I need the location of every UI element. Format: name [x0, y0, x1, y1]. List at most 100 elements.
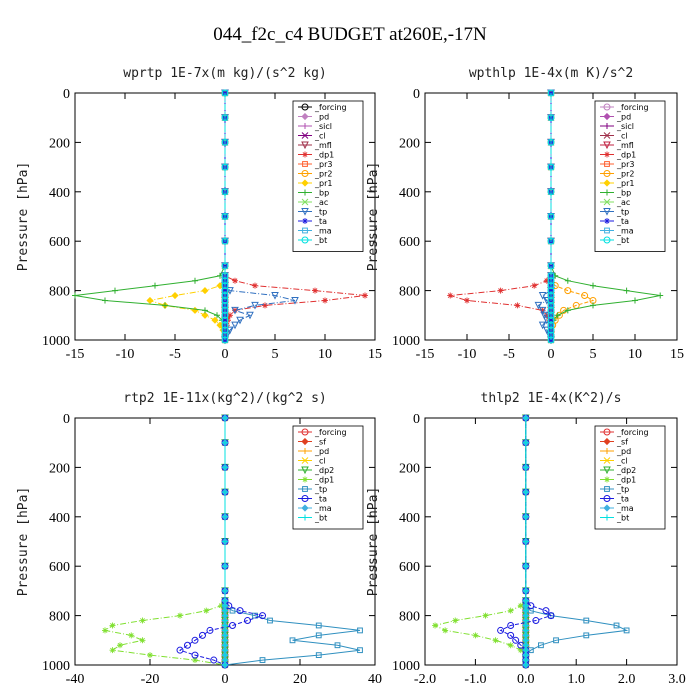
- data-point: [542, 607, 550, 615]
- data-point: [232, 277, 238, 284]
- legend-marker: [301, 198, 309, 206]
- y-tick-label: 0: [63, 87, 70, 102]
- data-point: [538, 292, 547, 300]
- data-point: [221, 321, 229, 329]
- data-point: [221, 292, 229, 300]
- data-point: [432, 622, 439, 629]
- data-point: [590, 302, 596, 309]
- y-tick-label: 400: [399, 511, 420, 526]
- y-tick-label: 1000: [42, 334, 70, 349]
- data-point: [222, 464, 228, 471]
- data-point: [532, 617, 540, 625]
- legend-entry: _ta: [616, 495, 629, 504]
- legend-marker: [301, 132, 309, 139]
- data-point: [315, 632, 322, 639]
- data-point: [221, 114, 229, 122]
- data-point: [547, 138, 555, 146]
- legend-entry: _sicl: [314, 122, 332, 131]
- series-line-pr2: [550, 93, 595, 340]
- legend-entry: _tp: [616, 208, 629, 217]
- data-point: [547, 326, 555, 334]
- data-point: [547, 287, 555, 295]
- x-tick-label: 0: [548, 347, 555, 362]
- data-point: [517, 602, 524, 609]
- data-point: [315, 622, 322, 629]
- legend-marker: [604, 123, 610, 129]
- legend-marker: [603, 208, 611, 216]
- y-tick-label: 800: [49, 610, 70, 625]
- legend-entry: _dp1: [314, 151, 334, 160]
- legend-marker: [603, 428, 611, 436]
- panel-title: wpthlp 1E-4x(m K)/s^2: [469, 66, 633, 81]
- data-point: [139, 637, 146, 644]
- panel-title: rtp2 1E-11x(kg^2)/(kg^2 s): [123, 391, 327, 406]
- x-tick-label: 1.0: [567, 672, 585, 687]
- legend-entry: _bp: [314, 189, 329, 198]
- legend-entry: _bt: [314, 514, 327, 523]
- data-point: [210, 656, 218, 664]
- x-tick-label: 40: [368, 672, 382, 687]
- data-point: [581, 292, 589, 300]
- data-point: [112, 287, 118, 294]
- legend-entry: _sf: [314, 438, 326, 447]
- legend-marker: [301, 179, 309, 187]
- data-point: [507, 621, 515, 629]
- legend-entry: _tp: [314, 208, 327, 217]
- legend-marker: [603, 504, 611, 512]
- legend-entry: _forcing: [616, 103, 649, 112]
- legend-marker: [603, 170, 611, 177]
- y-tick-label: 600: [399, 235, 420, 250]
- x-tick-label: -5: [169, 347, 181, 362]
- data-point: [522, 563, 529, 570]
- data-point: [176, 646, 184, 654]
- x-tick-label: 2.0: [618, 672, 636, 687]
- legend-marker: [301, 236, 309, 244]
- data-point: [236, 607, 244, 615]
- data-point: [334, 642, 341, 649]
- data-point: [657, 292, 664, 299]
- legend-entry: _forcing: [616, 428, 649, 437]
- data-point: [203, 607, 210, 614]
- data-point: [613, 622, 620, 629]
- legend-entry: _cl: [314, 457, 326, 466]
- y-tick-label: 0: [413, 412, 420, 427]
- data-point: [221, 277, 229, 285]
- legend-marker: [603, 466, 611, 475]
- legend-marker: [302, 123, 308, 129]
- x-tick-label: -2.0: [414, 672, 436, 687]
- legend-marker: [603, 495, 611, 502]
- legend-entry: _cl: [616, 457, 628, 466]
- legend-entry: _pd: [314, 447, 329, 456]
- legend-entry: _pr1: [616, 179, 634, 188]
- legend-marker: [302, 151, 308, 158]
- data-point: [146, 296, 154, 305]
- y-axis-label: Pressure [hPa]: [366, 162, 381, 272]
- data-point: [231, 321, 239, 330]
- data-point: [538, 306, 547, 315]
- data-point: [222, 439, 228, 446]
- legend-entry: _pr3: [314, 160, 332, 169]
- data-point: [221, 287, 229, 295]
- plot-frame: [424, 417, 678, 666]
- y-tick-label: 400: [399, 186, 420, 201]
- data-point: [522, 538, 529, 545]
- data-point: [452, 617, 459, 624]
- data-point: [221, 188, 229, 196]
- data-point: [222, 662, 228, 668]
- y-tick-label: 600: [399, 560, 420, 575]
- x-tick-label: 10: [628, 347, 642, 362]
- x-tick-label: 5: [272, 347, 279, 362]
- legend-entry: _dp2: [314, 466, 334, 475]
- data-point: [236, 316, 244, 325]
- legend-marker: [301, 437, 309, 446]
- data-point: [357, 647, 363, 654]
- data-point: [252, 282, 258, 289]
- data-point: [547, 237, 555, 245]
- data-point: [184, 641, 191, 649]
- data-point: [547, 292, 555, 300]
- legend-marker: [301, 457, 309, 464]
- legend-marker: [301, 466, 309, 475]
- data-point: [548, 287, 554, 294]
- legend-entry: _pr2: [314, 170, 332, 179]
- data-point: [171, 291, 179, 300]
